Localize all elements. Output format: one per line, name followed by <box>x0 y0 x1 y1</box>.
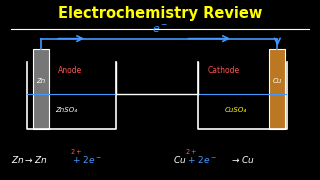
Text: Cu: Cu <box>273 78 282 84</box>
Text: $e^-$: $e^-$ <box>152 24 168 35</box>
Text: $+ \ 2e^-$: $+ \ 2e^-$ <box>187 154 217 165</box>
Text: CuSO₄: CuSO₄ <box>225 107 247 113</box>
Text: $Cu$: $Cu$ <box>173 154 186 165</box>
Bar <box>33 49 49 129</box>
Bar <box>269 49 285 129</box>
Text: $2+$: $2+$ <box>185 147 197 156</box>
Text: ZnSO₄: ZnSO₄ <box>55 107 77 113</box>
Text: Anode: Anode <box>58 66 82 75</box>
Text: $2+$: $2+$ <box>69 147 82 156</box>
Text: Electrochemistry Review: Electrochemistry Review <box>58 6 262 21</box>
Text: $Zn \rightarrow Zn$: $Zn \rightarrow Zn$ <box>11 154 47 165</box>
Text: Zn: Zn <box>36 78 46 84</box>
Text: $\rightarrow Cu$: $\rightarrow Cu$ <box>230 154 254 165</box>
Text: $+ \ 2e^-$: $+ \ 2e^-$ <box>72 154 102 165</box>
Text: Cathode: Cathode <box>207 66 239 75</box>
